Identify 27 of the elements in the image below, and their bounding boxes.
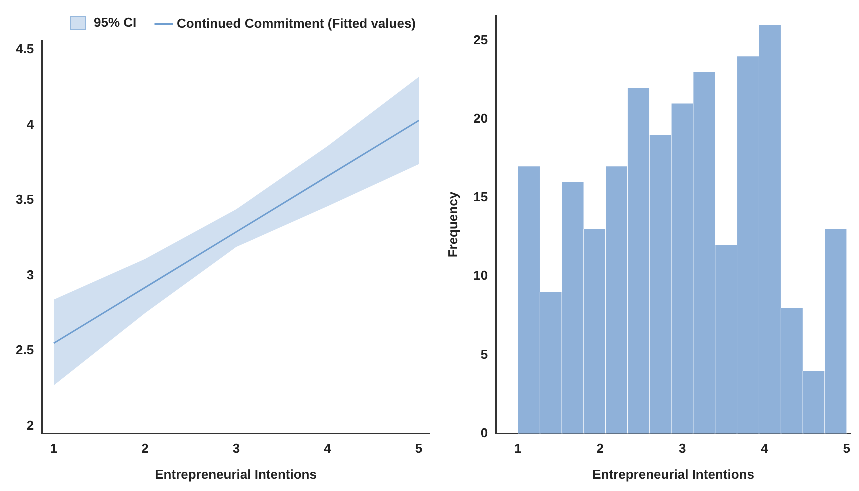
x-tick-label: 1 <box>50 441 58 456</box>
y-tick-label: 20 <box>474 111 488 126</box>
y-tick-label: 2 <box>26 418 34 433</box>
x-tick-label: 4 <box>324 441 332 456</box>
x-tick-label: 5 <box>415 441 423 456</box>
x-tick-label: 3 <box>232 441 240 456</box>
x-tick-label: 5 <box>843 441 851 456</box>
y-axis-title: Frequency <box>445 191 460 258</box>
y-tick-label: 4 <box>26 116 35 132</box>
y-tick-label: 10 <box>474 268 488 284</box>
y-tick-label: 5 <box>480 346 488 362</box>
legend-label: Continued Commitment (Fitted values) <box>176 16 416 32</box>
x-axis-title: Entrepreneurial Intentions <box>155 466 317 482</box>
y-tick-label: 2.5 <box>16 342 34 358</box>
y-tick-label: 25 <box>474 32 488 48</box>
x-axis-title: Entrepreneurial Intentions <box>592 466 754 482</box>
x-tick-label: 2 <box>142 441 149 456</box>
x-tick-label: 3 <box>678 441 686 456</box>
y-tick-label: 0 <box>480 425 488 440</box>
y-tick-label: 3 <box>26 267 34 282</box>
y-tick-label: 15 <box>474 190 488 205</box>
x-tick-label: 1 <box>514 441 522 456</box>
y-tick-label: 4.5 <box>16 42 34 57</box>
x-tick-label: 2 <box>596 441 604 456</box>
text: 95% CI <box>94 15 137 30</box>
x-tick-label: 4 <box>761 441 770 456</box>
y-tick-label: 3.5 <box>16 192 34 208</box>
